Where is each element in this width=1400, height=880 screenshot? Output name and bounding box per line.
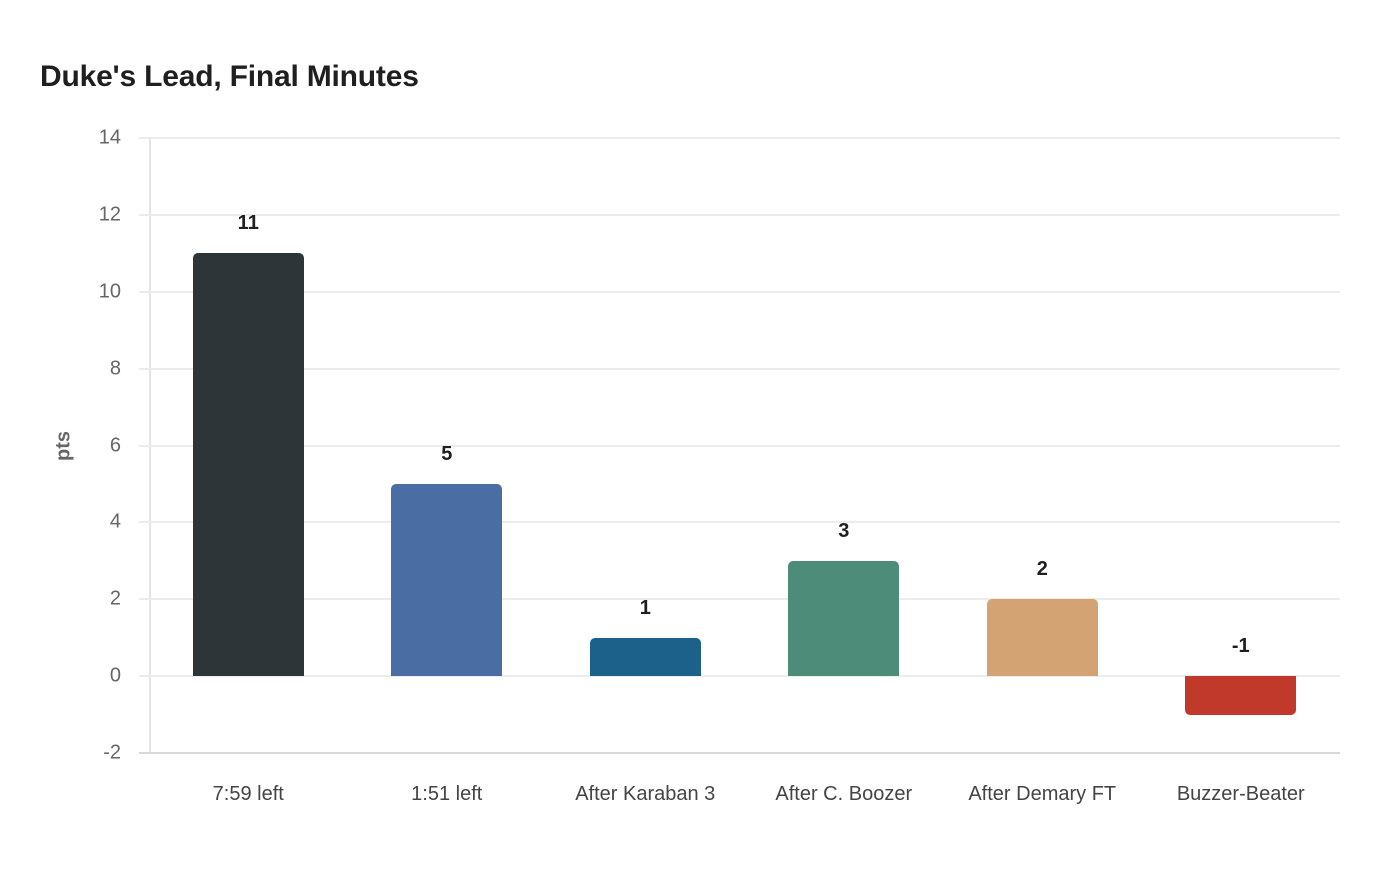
chart-title: Duke's Lead, Final Minutes	[40, 60, 419, 93]
bar	[986, 599, 1098, 677]
bar-value-label: 5	[441, 442, 453, 465]
x-tick-label: 1:51 left	[411, 783, 483, 805]
bar-value-label: 1	[639, 596, 651, 619]
gridline	[139, 444, 1340, 447]
gridline	[139, 213, 1340, 216]
bar-value-label: 3	[838, 519, 850, 542]
bar	[192, 253, 304, 677]
gridline	[139, 675, 1340, 678]
x-tick-label: 7:59 left	[212, 783, 284, 805]
bar	[788, 560, 900, 677]
y-tick-label: 6	[109, 434, 121, 456]
bar-value-label: -1	[1231, 635, 1250, 658]
y-tick-label: 4	[109, 510, 121, 533]
gridline	[139, 137, 1340, 139]
bar	[589, 637, 701, 677]
plot-area: 14 12 10 8 6 4 2 0 -2 11 5 1 3 2 -1	[99, 127, 1340, 764]
x-tick-label: Buzzer-Beater	[1176, 783, 1305, 805]
y-tick-label: 2	[109, 587, 121, 610]
x-tick-label: After C. Boozer	[775, 783, 913, 805]
bar-value-label: 2	[1036, 558, 1048, 581]
bar-value-label: 11	[237, 212, 259, 235]
x-tick-label: After Karaban 3	[575, 783, 716, 805]
y-tick-label: 10	[98, 280, 121, 303]
gridline	[139, 598, 1340, 601]
gridline	[139, 367, 1340, 370]
gridline	[139, 521, 1340, 524]
y-tick-label: 14	[98, 126, 121, 149]
x-tick-label: After Demary FT	[968, 783, 1117, 805]
y-tick-label: 12	[98, 203, 121, 226]
bar	[391, 483, 503, 677]
y-tick-label: -2	[103, 741, 121, 764]
y-tick-label: 8	[109, 357, 121, 380]
y-tick-label: 0	[109, 664, 121, 687]
x-axis-line	[139, 752, 1340, 754]
bar	[1185, 676, 1297, 715]
gridline	[139, 290, 1340, 293]
